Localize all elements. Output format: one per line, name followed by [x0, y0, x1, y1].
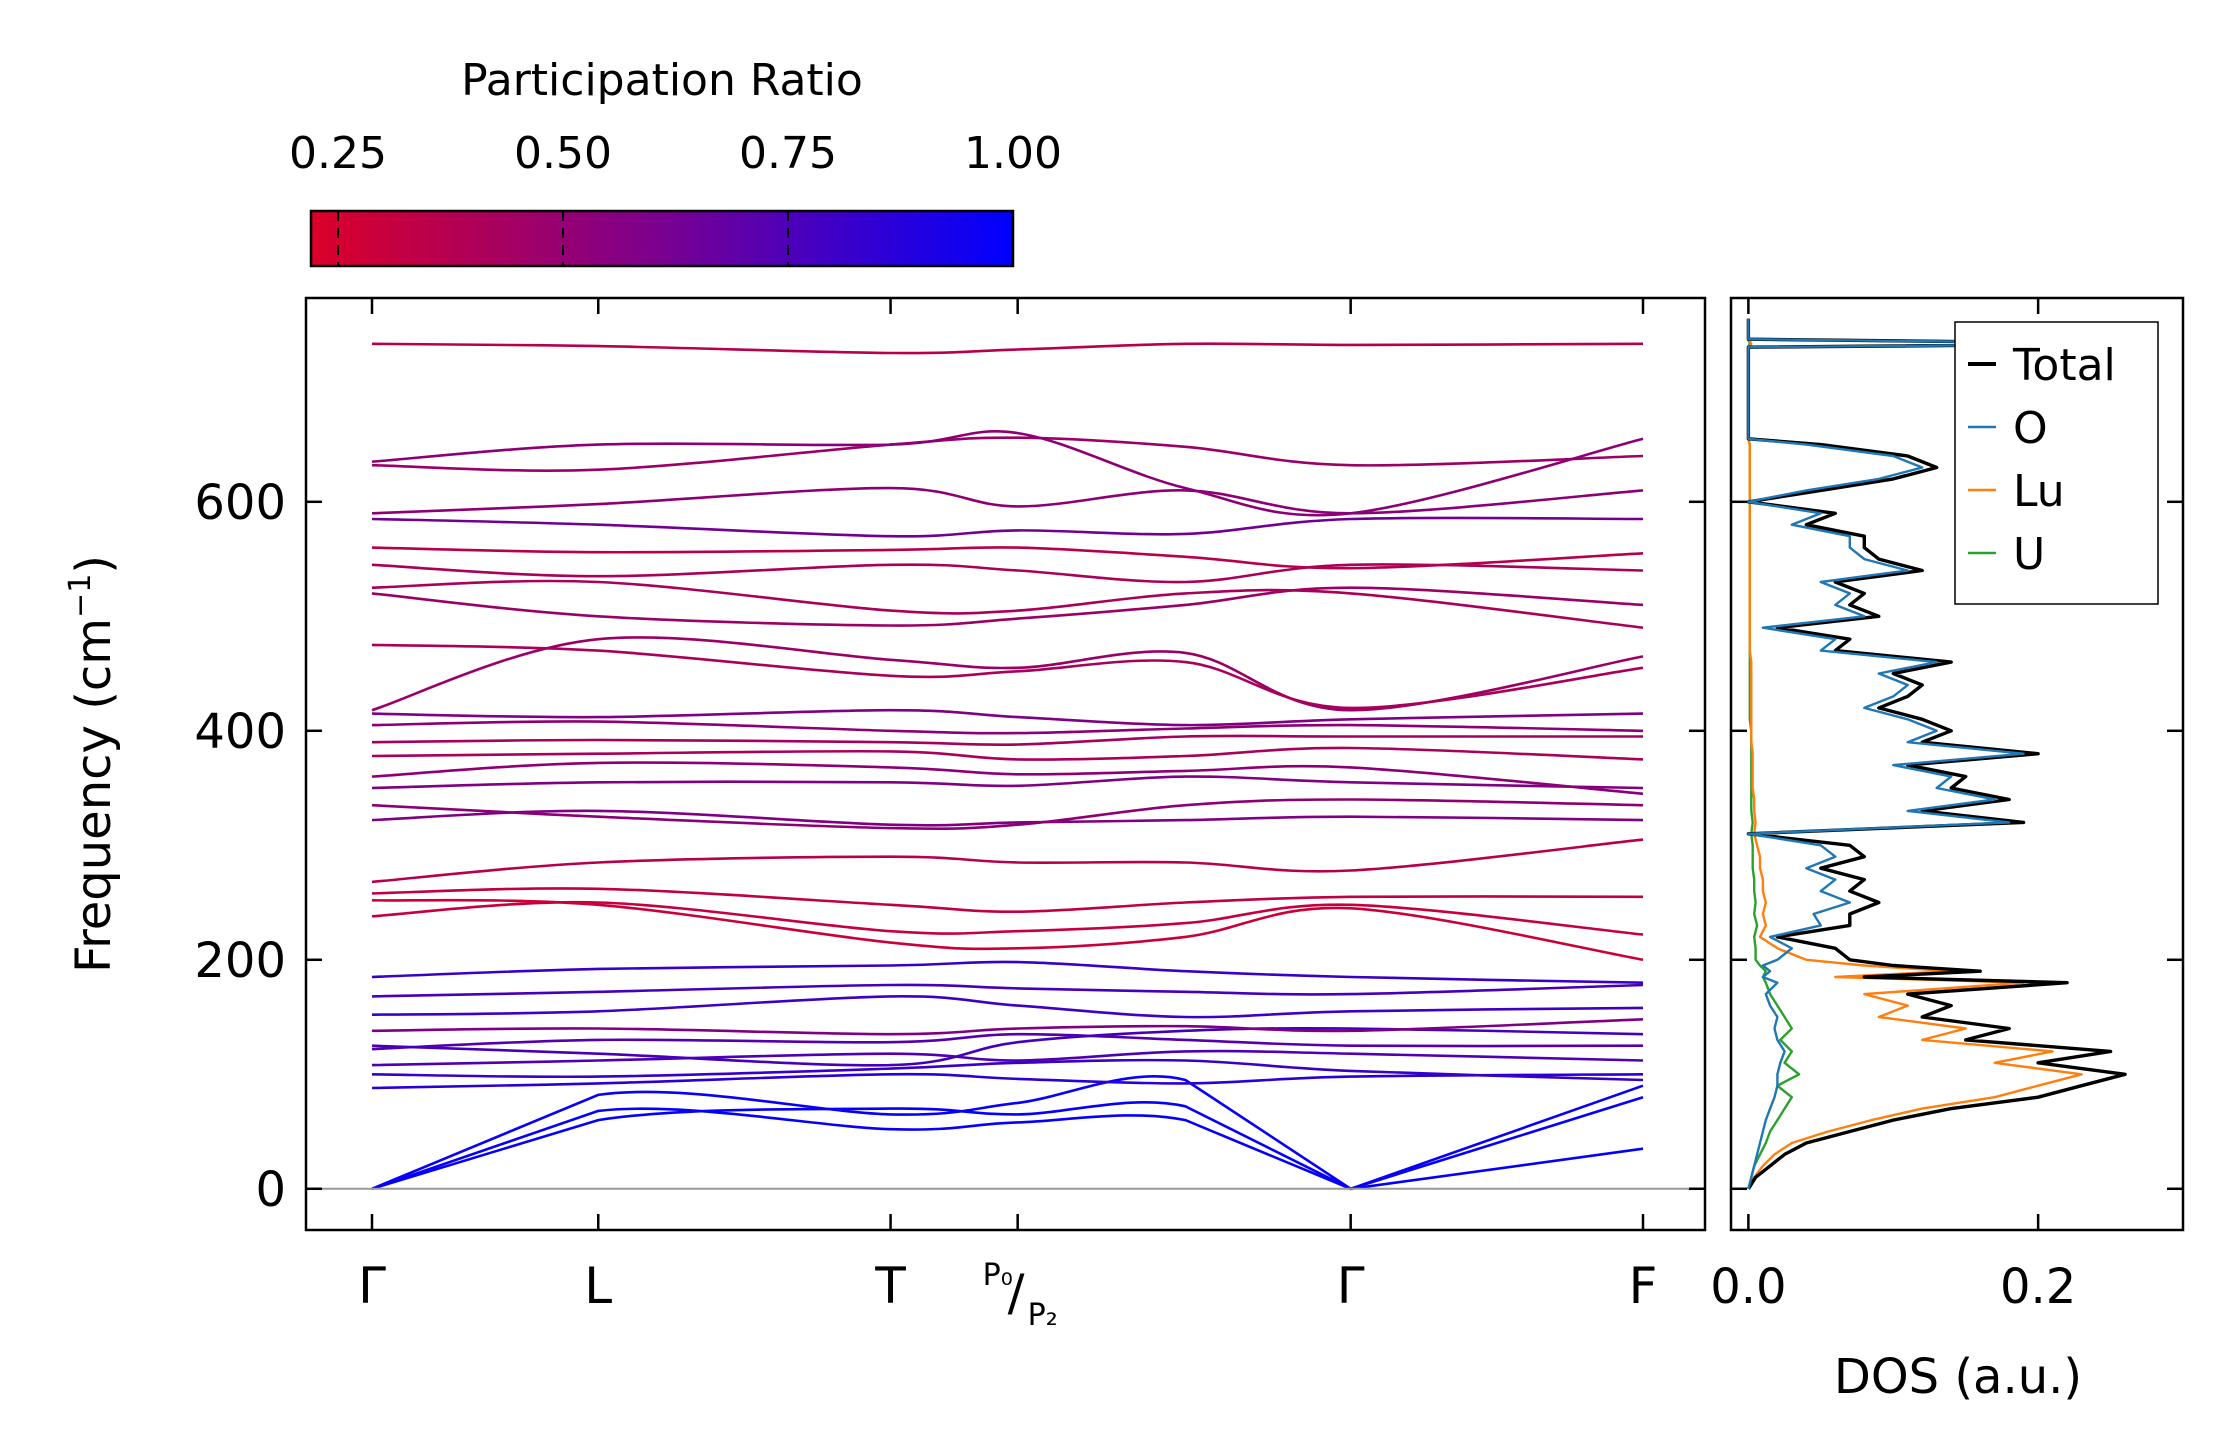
legend-label-U: U	[2013, 529, 2045, 580]
phonon-branch-b22	[371, 734, 1643, 747]
phonon-branch-b19	[371, 775, 1644, 790]
phonon-branches	[371, 342, 1644, 1191]
dos-curve-Total	[1746, 318, 2156, 1190]
kpoint-label: F	[1629, 1257, 1658, 1315]
ytick-label: 0	[255, 1162, 286, 1218]
ytick-label: 200	[194, 933, 286, 989]
phonon-branch-b14	[371, 898, 1644, 962]
colorbar-tick-label: 0.75	[739, 128, 837, 179]
dos-axes: 0.0 0.2	[1710, 298, 2183, 1315]
ylabel-close: )	[66, 555, 122, 574]
dos-panel: 0.0 0.2 DOS (a.u.) Total O Lu U	[1710, 296, 2185, 1405]
phonon-branch-b15	[371, 887, 1644, 914]
phonon-branch-b29	[371, 563, 1644, 584]
kpoint-label-bottom: P₂	[1028, 1298, 1058, 1333]
kpoint-label: Γ	[358, 1257, 386, 1315]
phonon-branch-b23	[371, 720, 1644, 735]
ylabel-sup: −1	[63, 574, 98, 618]
phonon-branch-b8	[371, 1026, 1644, 1067]
colorbar-tick-label: 1.00	[964, 128, 1062, 179]
colorbar: Participation Ratio 0.25 0.50 0.75 1.00	[289, 55, 1062, 268]
phonon-branch-b32	[371, 486, 1644, 515]
phonon-branch-b9	[371, 1018, 1644, 1036]
phonon-branch-b12	[371, 960, 1644, 984]
kpoint-label-slash: /	[1008, 1264, 1025, 1322]
dos-curve-U	[1747, 318, 1801, 1190]
dos-curve-O	[1747, 318, 2148, 1190]
phonon-branch-b25	[371, 636, 1644, 712]
phonon-branch-b3	[371, 1075, 1644, 1191]
legend-frame	[1954, 321, 2159, 605]
legend-label-O: O	[2013, 403, 2048, 454]
phonon-branch-b11	[371, 983, 1644, 998]
phonon-branch-b24	[371, 708, 1644, 727]
dos-axis-label: DOS (a.u.)	[1834, 1349, 2082, 1405]
phonon-branch-b7	[371, 1032, 1644, 1051]
phonon-branch-b17	[371, 809, 1644, 827]
colorbar-tick-label: 0.25	[289, 128, 387, 179]
phonon-branch-b20	[371, 761, 1644, 796]
phonon-branch-b30	[371, 546, 1644, 570]
legend-label-Lu: Lu	[2013, 466, 2065, 517]
phonon-branch-b28	[371, 579, 1644, 629]
legend-label-total: Total	[2012, 340, 2116, 391]
colorbar-label: Participation Ratio	[461, 55, 863, 106]
kpoint-label: T	[874, 1257, 906, 1315]
phonon-branch-b35	[371, 342, 1644, 355]
frequency-axis-label: Frequency (cm−1)	[63, 555, 122, 973]
phonon-branch-b27	[371, 586, 1644, 627]
dos-xtick-label: 0.0	[1710, 1259, 1786, 1315]
phonon-branch-b6	[371, 1049, 1644, 1067]
band-structure-panel: 0 200 400 600 Γ L T P₀/P₂ Γ F Frequency (cm−1)	[63, 296, 1707, 1333]
dos-curves	[1746, 318, 2156, 1190]
band-axes: 0 200 400 600 Γ L T P₀/P₂ Γ F	[194, 298, 1705, 1333]
phonon-branch-b4	[371, 1072, 1644, 1090]
phonon-branch-b31	[371, 516, 1644, 538]
kpoint-label: L	[584, 1257, 612, 1315]
colorbar-gradient	[309, 209, 1015, 268]
ytick-label: 600	[194, 475, 286, 531]
legend-entries: Total O Lu U	[1968, 340, 2116, 580]
colorbar-tick-label: 0.50	[514, 128, 612, 179]
kpoint-label-top: P₀	[983, 1258, 1013, 1293]
phonon-branch-b26	[371, 643, 1644, 710]
dos-curve-Lu	[1747, 318, 2083, 1190]
dos-xtick-label: 0.2	[2000, 1259, 2076, 1315]
phonon-branch-b13	[371, 900, 1644, 936]
phonon-branch-b33	[371, 436, 1644, 472]
dos-frame	[1729, 296, 2185, 1232]
phonon-branch-b16	[371, 838, 1644, 884]
phonon-branch-b18	[371, 798, 1644, 830]
ylabel-text: Frequency (cm	[66, 618, 122, 973]
ytick-label: 400	[194, 704, 286, 760]
dos-legend: Total O Lu U	[1954, 321, 2159, 605]
phonon-branch-b10	[371, 995, 1644, 1019]
phonon-branch-b2	[371, 1107, 1644, 1191]
phonon-branch-b21	[371, 746, 1644, 761]
kpoint-label: Γ	[1337, 1257, 1365, 1315]
phonon-branch-b34	[371, 430, 1644, 517]
phonon-branch-b5	[371, 1058, 1644, 1082]
band-frame	[304, 296, 1707, 1232]
colorbar-ticks: 0.25 0.50 0.75 1.00	[289, 128, 1062, 266]
